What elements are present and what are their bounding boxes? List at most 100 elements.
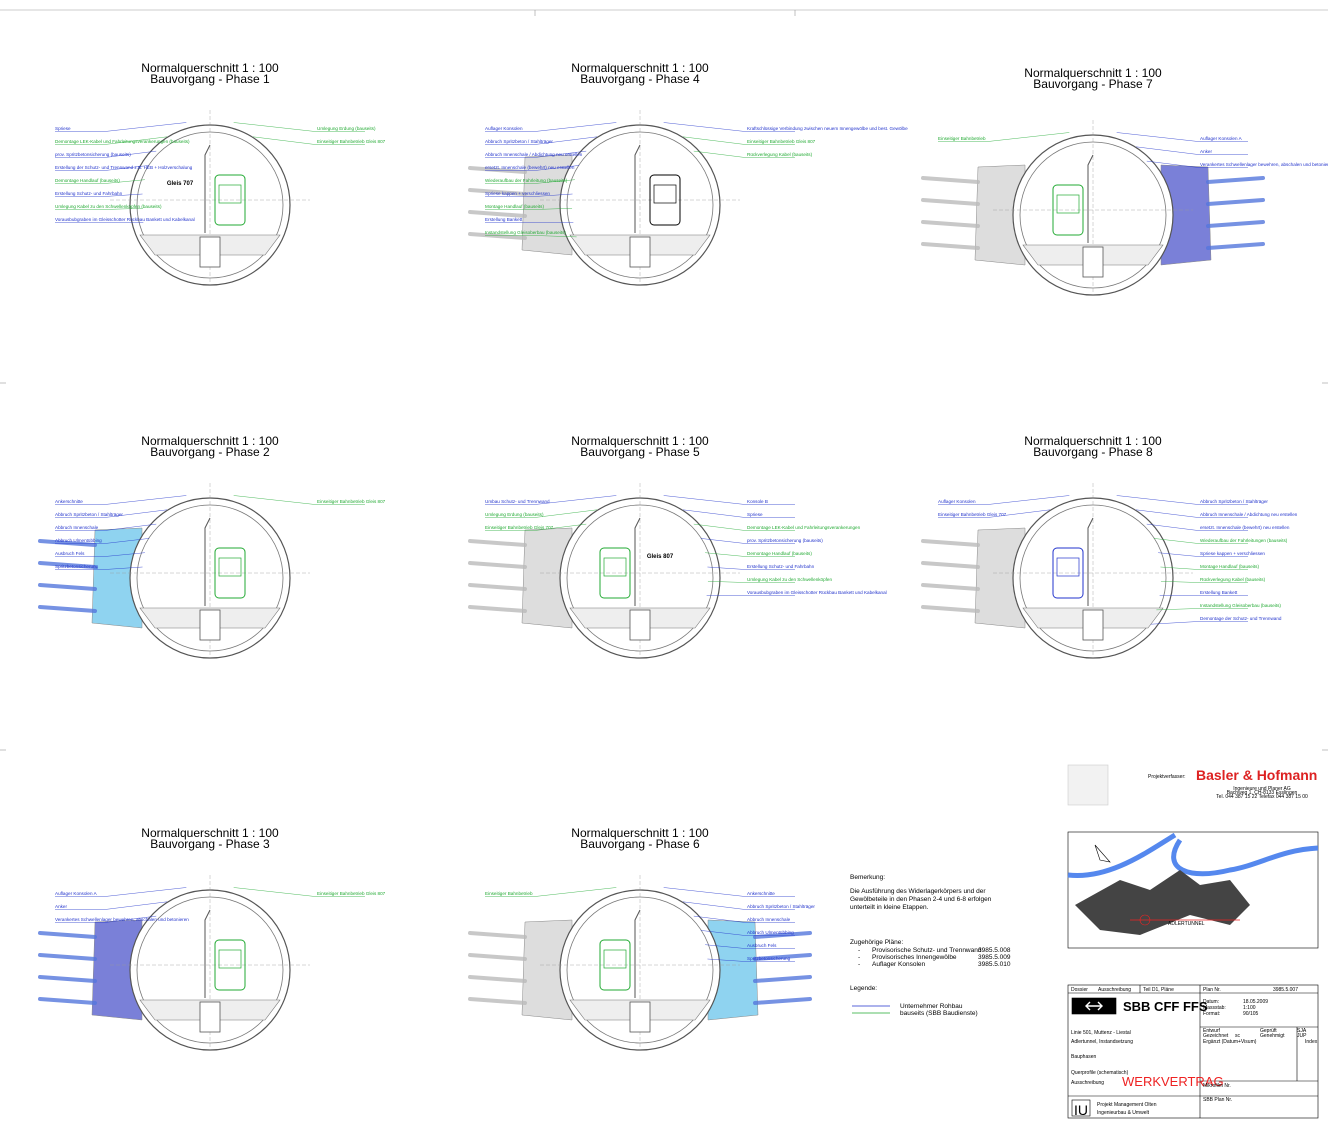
anchor — [921, 198, 980, 206]
table-frame — [1067, 984, 1319, 1119]
annotation: Kraftschlüssige Verbindung zwischen neue… — [747, 126, 908, 131]
anchor — [753, 975, 812, 983]
titleblock-scale: 1:100 — [1243, 1005, 1256, 1011]
leader-line — [700, 538, 746, 544]
panel-title: Normalquerschnitt 1 : 100 — [1024, 434, 1162, 448]
leader-line — [1146, 160, 1199, 168]
titleblock-plan: 3985.5.007 — [1273, 987, 1298, 993]
leader-line — [104, 122, 187, 132]
annotation: Erstellung der Schutz- und Trennwand z.B… — [55, 165, 193, 170]
leader-line — [104, 523, 157, 531]
titleblock-stage: WERKVERTRAG — [1122, 1074, 1224, 1089]
leader-line — [1116, 495, 1199, 505]
anchor — [468, 953, 527, 961]
leader-line — [682, 136, 746, 145]
leader-line — [534, 136, 598, 145]
drain — [199, 1001, 221, 1033]
panel-subtitle: Bauvorgang - Phase 3 — [150, 837, 270, 851]
train — [599, 547, 631, 599]
leader-line — [104, 901, 168, 910]
anchor — [38, 605, 97, 613]
anchor — [38, 953, 97, 961]
titleblock-dossier-label: Dossier — [1071, 987, 1088, 993]
leader-line — [104, 165, 150, 171]
leader-line — [705, 944, 746, 949]
annotation: Erstellung Schutz- und Fahrbahn — [747, 564, 815, 569]
leader-line — [1135, 146, 1199, 155]
train-window — [603, 949, 627, 969]
panel-title: Normalquerschnitt 1 : 100 — [571, 826, 709, 840]
notes-line: Die Ausführung des Widerlagerkörpers und… — [850, 888, 986, 895]
titleblock-detail: Querprofile (schematisch) — [1071, 1070, 1129, 1076]
annotation: Ankerschnitte — [747, 891, 775, 896]
train — [1052, 184, 1084, 236]
leader-line — [1153, 538, 1199, 544]
panel-subtitle: Bauvorgang - Phase 7 — [1033, 77, 1153, 91]
titleblock-index: Index — [1305, 1039, 1318, 1045]
notes-line: Gewölbeteile in den Phasen 2-4 und 6-8 e… — [850, 896, 992, 903]
panel-title: Normalquerschnitt 1 : 100 — [571, 434, 709, 448]
titleblock-approved-by: JUP — [1297, 1033, 1307, 1039]
anchor — [468, 975, 527, 983]
anchor — [921, 561, 980, 569]
leader-line — [663, 122, 746, 132]
leader-line — [707, 566, 746, 570]
leader-line — [1146, 523, 1199, 531]
leader-line — [104, 208, 143, 210]
leader-line — [1150, 621, 1199, 625]
track-label: Gleis 707 — [167, 181, 194, 187]
town — [1075, 870, 1250, 935]
leader-line — [534, 193, 573, 197]
drain — [199, 609, 221, 641]
anchor — [468, 997, 527, 1005]
iu-box — [1071, 1099, 1091, 1117]
anchor — [1206, 242, 1265, 250]
train-window — [603, 557, 627, 577]
tunnel-marker — [1139, 914, 1151, 926]
annotation: Spritzbetonsicherung — [55, 564, 99, 569]
train-window — [218, 557, 242, 577]
anchor — [38, 997, 97, 1005]
titleblock-author-label: Projektverfasser: — [1148, 774, 1186, 780]
train-window — [1056, 194, 1080, 214]
titleblock-company: Basler & Hofmann — [1196, 767, 1317, 783]
leader-line — [104, 193, 143, 197]
leader-line — [233, 122, 316, 132]
drain — [629, 1001, 651, 1033]
plan-number: 3985.5.009 — [978, 954, 1011, 961]
annotation: Auflager Konsolen A — [1200, 136, 1243, 141]
annotation: Spriese kappen + verschliessen — [1200, 551, 1265, 556]
leader-line — [233, 495, 316, 505]
legend-label: Unternehmer Rohbau — [900, 1003, 963, 1010]
wall — [634, 144, 641, 233]
annotation: ersetzt. Innenschale (bewehrt) neu erste… — [485, 165, 575, 170]
leader-line — [1156, 608, 1199, 611]
titleblock-checked: Geprüft — [1260, 1028, 1277, 1034]
annotation: Instandstellung Gleisoberbau (bauseits) — [485, 230, 566, 235]
leader-line — [682, 509, 746, 518]
plan-name: Provisorische Schutz- und Trennwand — [872, 947, 982, 954]
anchor — [468, 583, 527, 591]
panels: Normalquerschnitt 1 : 100 Bauvorgang - Ph… — [38, 61, 1328, 1051]
titleblock-subject: Bauphasen — [1071, 1054, 1097, 1060]
leader-line — [534, 235, 577, 238]
annotation: Erstellung Schutz- und Fahrbahn — [55, 191, 123, 196]
annotation: Demontage Handlauf (bauseits) — [55, 178, 120, 183]
wall — [204, 144, 211, 233]
annotation: Auflager Konsolen — [485, 126, 523, 131]
legend-label: bauseits (SBB Baudienste) — [900, 1010, 978, 1017]
annotation: Einseitiger Bahnbetrieb — [938, 136, 986, 141]
leader-line — [534, 165, 580, 171]
annotation: Spriese kappen + verschliessen — [485, 191, 550, 196]
plans-heading: Zugehörige Pläne: — [850, 939, 903, 946]
drain — [1082, 609, 1104, 641]
legend-heading: Legende: — [850, 985, 877, 992]
wall — [1087, 517, 1094, 606]
annotation: Auflager Konsolen — [938, 499, 976, 504]
annotation: Wiederaufbau der Fahrleitungen (bauseits… — [1200, 538, 1288, 543]
plan-bullet: - — [858, 947, 860, 954]
